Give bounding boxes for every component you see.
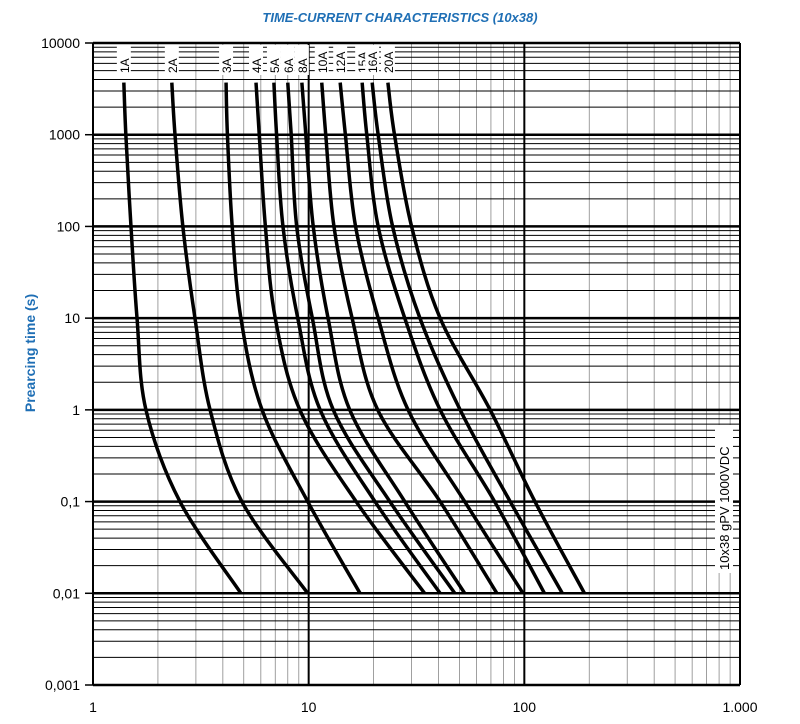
curve-12a bbox=[338, 82, 525, 595]
series-label: 20A bbox=[382, 52, 396, 73]
series-label: 1A bbox=[118, 58, 132, 73]
series-label-bg bbox=[280, 45, 295, 75]
series-label: 8A bbox=[296, 58, 310, 73]
curve-5a bbox=[272, 82, 442, 595]
series-label-bg bbox=[380, 45, 395, 75]
x-tick-label: 1 bbox=[89, 699, 97, 715]
curve-15a bbox=[360, 82, 547, 595]
y-tick-label: 0,001 bbox=[45, 677, 80, 693]
curve-8a bbox=[300, 82, 467, 595]
series-label-bg bbox=[314, 45, 329, 75]
y-tick-label: 0,01 bbox=[53, 585, 80, 601]
y-tick-label: 10000 bbox=[41, 35, 80, 51]
series-label: 12A bbox=[334, 52, 348, 73]
y-tick-label: 10 bbox=[64, 310, 80, 326]
curve-4a bbox=[254, 82, 427, 595]
series-label-bg bbox=[219, 45, 234, 75]
y-tick-label: 0,1 bbox=[61, 494, 81, 510]
y-tick-label: 1 bbox=[72, 402, 80, 418]
curve-2a bbox=[170, 82, 310, 595]
y-tick-label: 1000 bbox=[49, 127, 80, 143]
series-label: 16A bbox=[366, 52, 380, 73]
curve-1a bbox=[122, 82, 243, 595]
curve-10a bbox=[320, 82, 499, 595]
curve-6a bbox=[286, 82, 457, 595]
series-label-bg bbox=[333, 45, 348, 75]
series-label: 10A bbox=[316, 52, 330, 73]
series-label-bg bbox=[164, 45, 179, 75]
series-label: 5A bbox=[268, 58, 282, 73]
series-label: 3A bbox=[220, 58, 234, 73]
series-label-bg bbox=[249, 45, 264, 75]
x-tick-label: 100 bbox=[513, 699, 537, 715]
series-label-bg bbox=[116, 45, 131, 75]
curve-3a bbox=[224, 82, 362, 595]
x-tick-label: 10 bbox=[301, 699, 317, 715]
chart-title: TIME-CURRENT CHARACTERISTICS (10x38) bbox=[262, 10, 538, 25]
curve-20a bbox=[386, 82, 586, 595]
y-tick-label: 100 bbox=[57, 218, 81, 234]
annotation-text: 10x38 gPV 1000VDC bbox=[717, 446, 732, 570]
series-label: 2A bbox=[166, 58, 180, 73]
series-label: 4A bbox=[250, 58, 264, 73]
curve-16a bbox=[370, 82, 564, 595]
series-label-bg bbox=[365, 45, 380, 75]
series-label-bg bbox=[294, 45, 309, 75]
annotation-bg bbox=[715, 425, 733, 573]
series-label-bg bbox=[266, 45, 281, 75]
series-label: 6A bbox=[282, 58, 296, 73]
x-tick-label: 1.000 bbox=[722, 699, 757, 715]
